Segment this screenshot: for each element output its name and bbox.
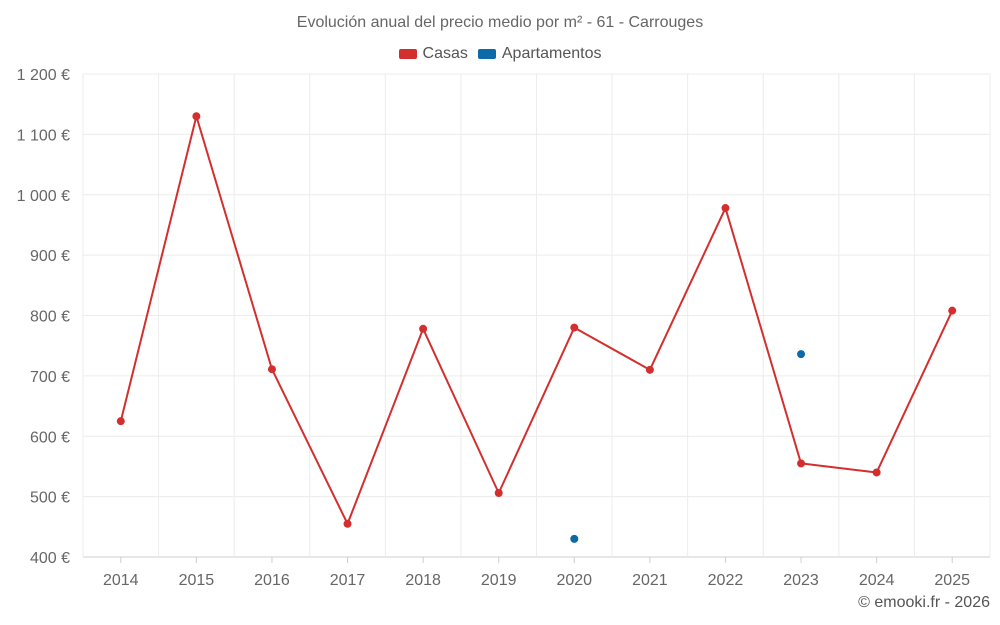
data-point-casas [570, 323, 579, 332]
y-tick-label: 500 € [30, 490, 70, 507]
data-point-casas [343, 519, 352, 528]
data-point-casas [192, 112, 201, 121]
data-point-casas [116, 417, 125, 426]
x-tick-label: 2016 [254, 572, 290, 589]
x-tick-label: 2020 [556, 572, 592, 589]
chart-title: Evolución anual del precio medio por m² … [296, 14, 704, 31]
legend-label-apartamentos: Apartamentos [501, 45, 602, 62]
data-point-casas [419, 324, 428, 333]
x-tick-label: 2019 [481, 572, 517, 589]
data-point-casas [797, 459, 806, 468]
y-tick-label: 800 € [30, 309, 70, 326]
chart-legend: Casas Apartamentos [0, 45, 1000, 63]
legend-swatch-casas [398, 49, 417, 59]
y-tick-label: 900 € [30, 248, 70, 265]
data-point-casas [872, 468, 881, 477]
legend-item-apartamentos[interactable]: Apartamentos [477, 45, 602, 63]
data-point-casas [948, 306, 957, 315]
x-tick-label: 2015 [179, 572, 215, 589]
data-point-casas [645, 365, 654, 374]
legend-item-casas[interactable]: Casas [398, 45, 468, 63]
x-tick-label: 2021 [632, 572, 668, 589]
x-tick-label: 2023 [783, 572, 819, 589]
data-point-casas [494, 489, 503, 498]
y-tick-label: 1 200 € [17, 67, 70, 84]
x-tick-label: 2014 [103, 572, 139, 589]
data-point-apartamentos [570, 534, 579, 543]
data-point-casas [267, 365, 276, 374]
data-point-apartamentos [797, 350, 806, 359]
x-tick-label: 2018 [405, 572, 441, 589]
data-point-casas [721, 204, 730, 213]
x-tick-label: 2017 [330, 572, 366, 589]
x-tick-label: 2024 [859, 572, 895, 589]
y-tick-label: 600 € [30, 429, 70, 446]
legend-label-casas: Casas [422, 45, 468, 62]
legend-swatch-apartamentos [477, 49, 496, 59]
y-tick-label: 700 € [30, 369, 70, 386]
x-tick-label: 2022 [708, 572, 744, 589]
y-tick-label: 1 100 € [17, 127, 70, 144]
series-line-casas [119, 115, 954, 525]
x-tick-label: 2025 [934, 572, 970, 589]
y-tick-label: 1 000 € [17, 188, 70, 205]
y-tick-label: 400 € [30, 550, 70, 567]
copyright-credit: © emooki.fr - 2026 [858, 594, 990, 611]
